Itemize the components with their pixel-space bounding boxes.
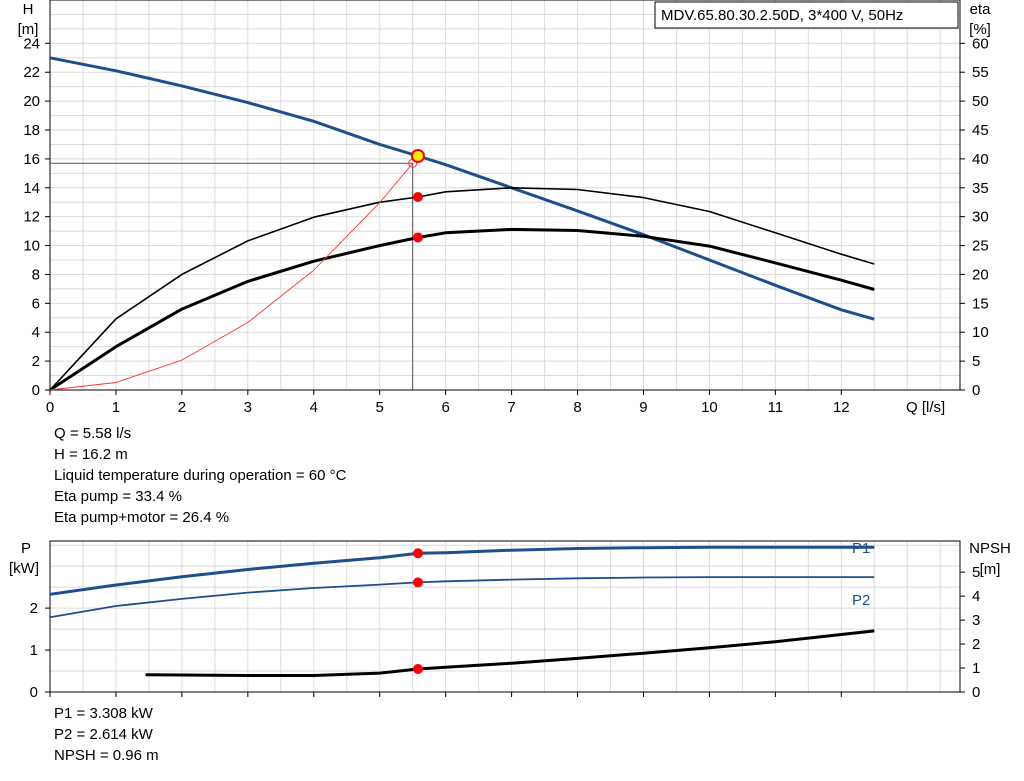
- chart1-grid: [49, 0, 960, 391]
- y-left-tick-label: 12: [23, 209, 40, 226]
- y-left-axis-label: P: [21, 540, 31, 557]
- y-left-tick-label: 22: [23, 64, 40, 81]
- info-eta-pump: Eta pump = 33.4 %: [54, 488, 182, 505]
- y-left-tick-label: 6: [32, 295, 40, 312]
- y-left-tick-label: 14: [23, 180, 40, 197]
- y-left-tick-label: 1: [30, 642, 38, 659]
- info-liquid-temperature: Liquid temperature during operation = 60…: [54, 467, 347, 484]
- y-left-axis-label: H: [23, 1, 34, 18]
- x-tick-label: 8: [573, 399, 581, 416]
- x-tick-label: 9: [639, 399, 647, 416]
- y-right-tick-label: 3: [972, 612, 980, 629]
- y-left-tick-label: 16: [23, 151, 40, 168]
- y-left-tick-label: 0: [30, 684, 38, 701]
- npsh-point: [412, 663, 423, 674]
- y-right-tick-label: 0: [972, 684, 980, 701]
- eta-pump-curve: [49, 187, 875, 391]
- y-left-tick-label: 2: [32, 353, 40, 370]
- y-right-tick-label: 10: [972, 324, 989, 341]
- y-right-tick-label: 5: [972, 564, 980, 581]
- y-right-tick-label: 1: [972, 660, 980, 677]
- y-right-tick-label: 50: [972, 93, 989, 110]
- info-p1: P1 = 3.308 kW: [54, 705, 153, 722]
- info-eta-total: Eta pump+motor = 26.4 %: [54, 509, 230, 526]
- x-tick-label: 5: [376, 399, 384, 416]
- system-curve: [49, 162, 414, 391]
- npsh-curve: [145, 629, 875, 677]
- y-right-axis-unit: [%]: [969, 21, 991, 38]
- y-left-tick-label: 20: [23, 93, 40, 110]
- y-right-tick-label: 20: [972, 266, 989, 283]
- y-right-tick-label: 60: [972, 35, 989, 52]
- y-left-tick-label: 8: [32, 266, 40, 283]
- x-tick-label: 6: [441, 399, 449, 416]
- y-left-tick-label: 4: [32, 324, 40, 341]
- x-tick-label: 12: [833, 399, 850, 416]
- eta-pump-point: [412, 192, 423, 203]
- title-box: [654, 1, 959, 29]
- series-label-p1: P1: [852, 540, 870, 557]
- y-right-tick-label: 0: [972, 382, 980, 399]
- y-right-tick-label: 5: [972, 353, 980, 370]
- x-axis-label: Q [l/s]: [906, 399, 945, 416]
- eta-total-point: [412, 232, 423, 243]
- y-left-tick-label: 2: [30, 600, 38, 617]
- p2-point: [412, 577, 423, 588]
- x-tick-label: 4: [310, 399, 318, 416]
- y-left-axis-unit: [kW]: [9, 560, 39, 577]
- y-right-axis-label: eta: [970, 1, 992, 18]
- operating-point-info: Q = 5.58 l/s H = 16.2 m Liquid temperatu…: [54, 423, 346, 528]
- y-right-axis-unit: [m]: [980, 561, 1001, 578]
- y-right-tick-label: 4: [972, 588, 980, 605]
- head-curve: [49, 56, 875, 321]
- y-right-axis-label: NPSH: [969, 540, 1011, 557]
- x-tick-label: 11: [768, 399, 784, 416]
- info-head: H = 16.2 m: [54, 446, 128, 463]
- info-flow: Q = 5.58 l/s: [54, 425, 132, 442]
- y-right-tick-label: 55: [972, 64, 989, 81]
- chart2-grid: [49, 541, 960, 693]
- x-tick-label: 3: [244, 399, 252, 416]
- y-left-tick-label: 24: [23, 35, 40, 52]
- x-tick-label: 7: [507, 399, 515, 416]
- info-p2: P2 = 2.614 kW: [54, 726, 153, 743]
- p1-curve: [49, 545, 875, 596]
- y-right-tick-label: 30: [972, 209, 989, 226]
- y-right-tick-label: 15: [972, 295, 989, 312]
- y-right-tick-label: 35: [972, 180, 989, 197]
- x-tick-label: 2: [178, 399, 186, 416]
- performance-chart: 0 1 2 3 4 5 6 7 8 9 10 11 12 Q [l/s]02468101214161820…: [18, 0, 992, 416]
- operating-point: [410, 149, 425, 163]
- x-tick-label: 0: [46, 399, 54, 416]
- p2-curve: [49, 576, 875, 619]
- y-right-tick-label: 2: [972, 636, 980, 653]
- eta-total-curve: [49, 227, 875, 392]
- info-npsh: NPSH = 0.96 m: [54, 747, 159, 764]
- series-label-p2: P2: [852, 592, 870, 609]
- y-left-tick-label: 18: [23, 122, 40, 139]
- y-right-tick-label: 45: [972, 122, 989, 139]
- y-left-tick-label: 10: [23, 238, 40, 255]
- y-right-tick-label: 40: [972, 151, 989, 168]
- p1-point: [412, 548, 423, 559]
- chart1-frame: [49, 0, 961, 391]
- x-tick-label: 10: [701, 399, 718, 416]
- y-right-tick-label: 25: [972, 238, 989, 255]
- x-tick-label: 1: [112, 399, 120, 416]
- chart-title: MDV.65.80.30.2.50D, 3*400 V, 50Hz: [661, 7, 903, 24]
- power-info: P1 = 3.308 kW P2 = 2.614 kW NPSH = 0.96 …: [54, 703, 159, 766]
- y-left-axis-unit: [m]: [18, 21, 39, 38]
- y-left-tick-label: 0: [32, 382, 40, 399]
- chart2-frame: [49, 540, 961, 693]
